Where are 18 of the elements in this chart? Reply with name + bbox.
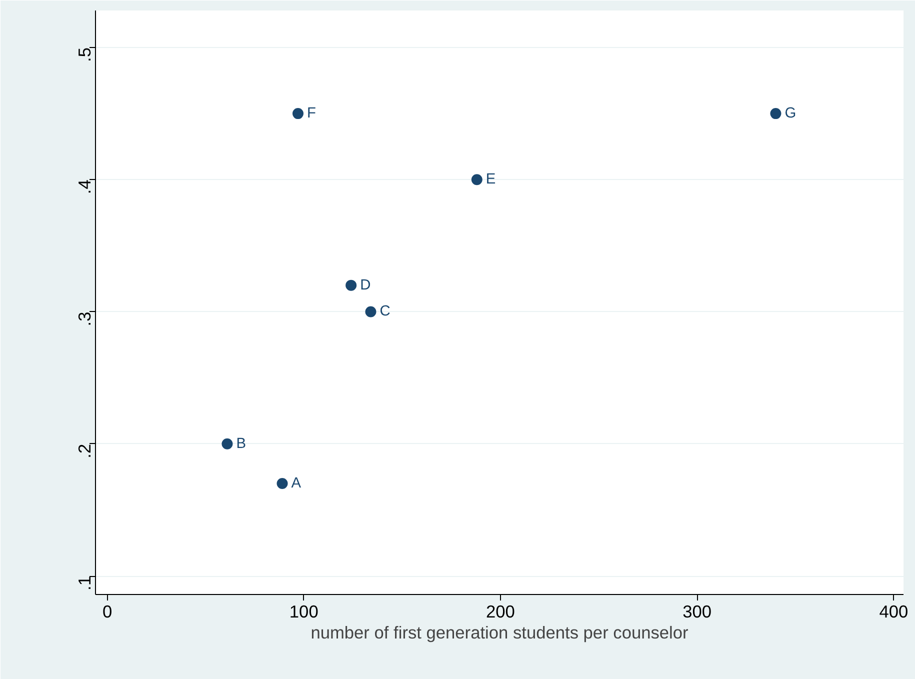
x-tick-label: 100 xyxy=(289,602,318,622)
x-axis-title: number of first generation students per counselor xyxy=(310,622,689,642)
y-tick-label: .5 xyxy=(74,47,94,62)
y-tick-label: .1 xyxy=(74,576,94,590)
x-tick-label: 400 xyxy=(879,602,908,622)
x-tick-label: 300 xyxy=(682,602,712,622)
y-tick-label: .3 xyxy=(74,312,94,326)
x-tick-label: 200 xyxy=(486,602,515,622)
annotation: A xyxy=(291,476,302,492)
annotation: D xyxy=(360,277,371,294)
y-tick-label: .2 xyxy=(74,444,94,458)
annotation: F xyxy=(306,106,316,122)
x-tick-label: 0 xyxy=(102,602,112,622)
annotation: E xyxy=(486,172,496,188)
y-tick-label: .4 xyxy=(74,179,94,194)
annotation: G xyxy=(784,106,796,122)
annotation: C xyxy=(380,304,391,320)
annotation: B xyxy=(236,436,246,452)
